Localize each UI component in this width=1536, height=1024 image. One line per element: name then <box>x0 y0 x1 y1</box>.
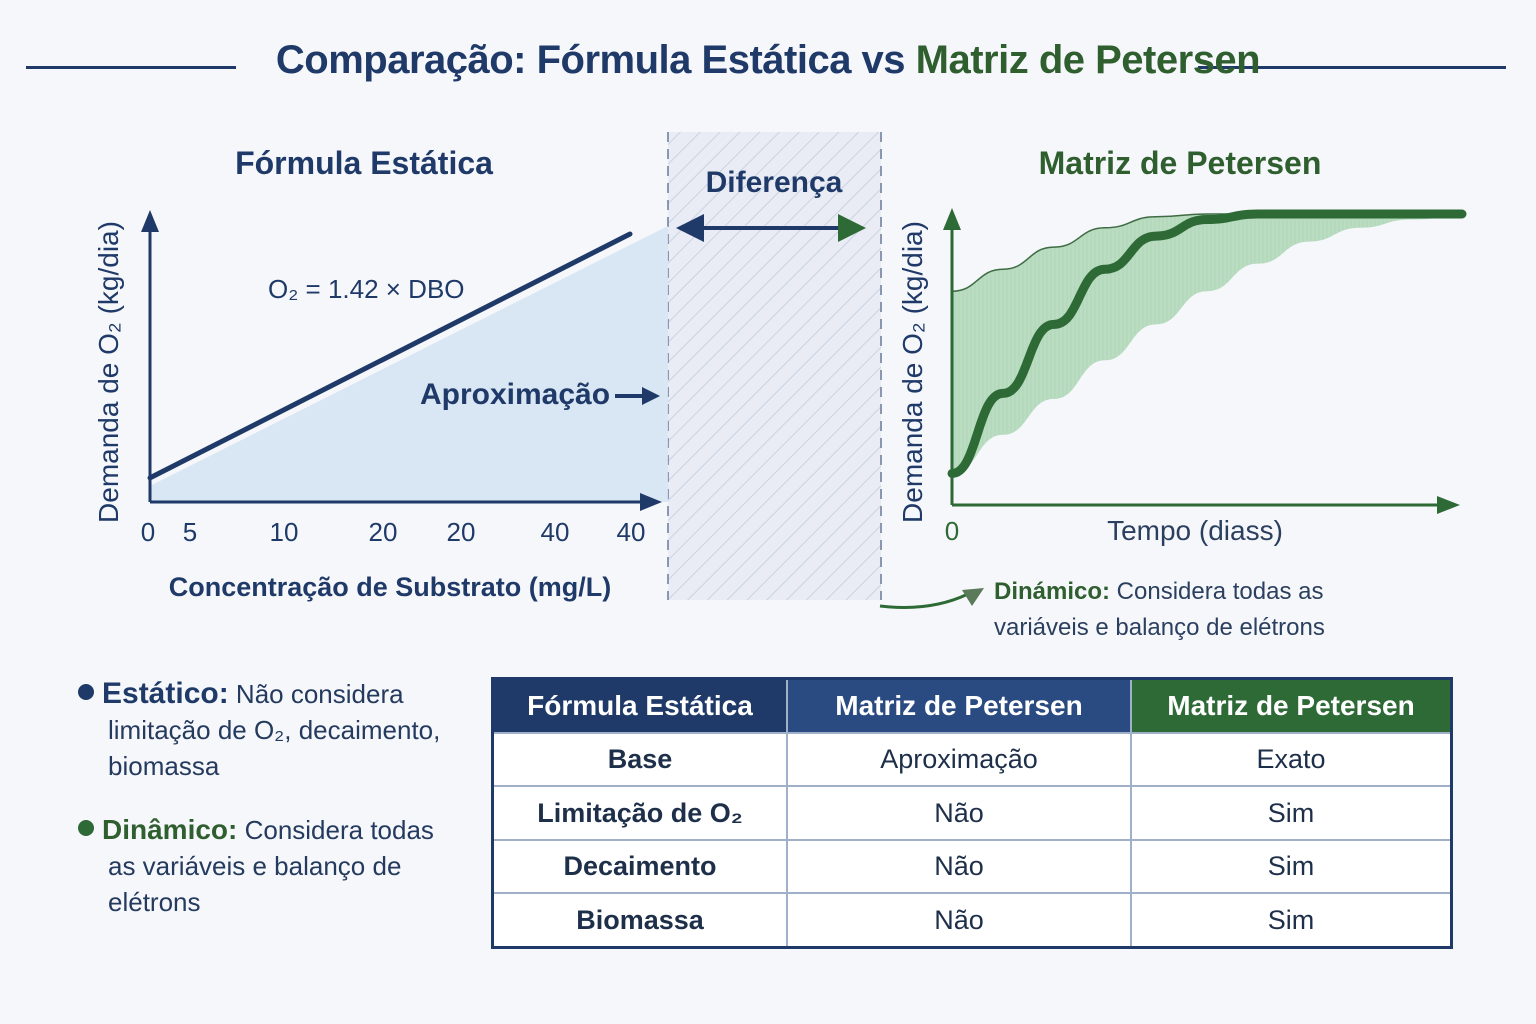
left-y-axis-label: Demanda de O₂ (kg/dia) <box>93 221 124 523</box>
table-cell: Sim <box>1131 838 1453 894</box>
bullet-dynamic-icon <box>78 820 94 836</box>
table-cell: Limitação de O₂ <box>492 785 788 840</box>
note-dynamic-text2: as variáveis e balanço de elétrons <box>108 851 402 917</box>
table-row: Limitação de O₂ Não Sim <box>492 785 1453 840</box>
left-x-tick-label: 5 <box>183 517 197 547</box>
left-y-axis-arrow <box>141 210 159 232</box>
right-x-tick-labels: 0 <box>945 516 959 546</box>
left-x-tick-label: 20 <box>447 517 476 547</box>
note-static-text3: biomassa <box>108 751 220 781</box>
page-title-row: Comparação: Fórmula Estática vs Matriz d… <box>0 30 1536 90</box>
right-y-axis-arrow <box>943 208 961 230</box>
callout-dynamic-line2: variáveis e balanço de elétrons <box>994 614 1325 641</box>
note-dynamic-text1: Considera todas <box>237 815 434 845</box>
difference-arrow-left-head <box>676 214 704 242</box>
right-series-line <box>947 209 1467 478</box>
left-chart-title: Fórmula Estática <box>235 145 493 181</box>
left-x-axis-label: Concentração de Substrato (mg/L) <box>169 572 612 602</box>
table-cell: Não <box>787 838 1132 894</box>
table-header-2: Matriz de Petersen <box>787 678 1132 733</box>
table-cell: Sim <box>1131 892 1453 948</box>
difference-arrow-right-head <box>838 214 866 242</box>
left-equation-label: O₂ = 1.42 × DBO <box>268 274 465 304</box>
left-x-tick-labels: 0 5 10 20 20 40 40 <box>141 517 646 547</box>
table-cell: Sim <box>1131 785 1453 840</box>
table-cell: Exato <box>1131 731 1453 787</box>
right-x-axis-label: Tempo (diass) <box>1107 515 1283 546</box>
table-cell: Não <box>787 892 1132 948</box>
right-band-hatch <box>952 214 1462 474</box>
table-row: Decaimento Não Sim <box>492 838 1453 894</box>
table-cell: Base <box>492 731 788 787</box>
right-x-axis-arrow <box>1437 496 1460 514</box>
note-static-text2: limitação de O₂, decaimento, <box>108 715 441 745</box>
callout-dynamic: Dinámico: Considera todas as variáveis e… <box>994 574 1514 646</box>
callout-dynamic-line1: Considera todas as <box>1110 578 1324 605</box>
title-rule-left <box>26 66 236 69</box>
comparison-table: Fórmula Estática Matriz de Petersen Matr… <box>491 677 1453 949</box>
callout-arrow-head <box>962 588 984 606</box>
page-title-part2: Matriz de Petersen <box>915 38 1261 82</box>
table-header-3: Matriz de Petersen <box>1131 678 1453 733</box>
right-chart-title: Matriz de Petersen <box>1039 145 1322 181</box>
charts-svg: Diferença Fórmula Estática O₂ = 1.42 × D… <box>93 132 1467 609</box>
table-cell: Decaimento <box>492 838 788 894</box>
left-series-line <box>147 231 633 481</box>
left-x-tick-label: 10 <box>270 517 299 547</box>
table-cell: Não <box>787 785 1132 840</box>
table-cell: Biomassa <box>492 892 788 948</box>
left-annotation-label: Aproximação <box>420 378 610 411</box>
title-rule-right <box>1198 66 1506 69</box>
left-annotation-arrow-head <box>642 387 660 405</box>
right-x-tick-label: 0 <box>945 516 959 546</box>
note-static: Estático: Não considera limitação de O₂,… <box>78 676 478 784</box>
page-title: Comparação: Fórmula Estática vs Matriz d… <box>0 38 1536 83</box>
left-x-tick-label: 0 <box>141 517 155 547</box>
difference-label: Diferença <box>706 166 843 199</box>
table-row: Base Aproximação Exato <box>492 731 1453 787</box>
difference-hatch <box>668 132 881 600</box>
left-x-tick-label: 40 <box>617 517 646 547</box>
left-area-fill <box>150 226 668 502</box>
note-dynamic: Dinâmico: Considera todas as variáveis e… <box>78 812 498 920</box>
table-header-1: Fórmula Estática <box>492 678 788 733</box>
left-x-tick-label: 20 <box>369 517 398 547</box>
table-header-row: Fórmula Estática Matriz de Petersen Matr… <box>492 678 1453 733</box>
callout-dynamic-bold: Dinámico: <box>994 578 1111 605</box>
right-y-axis-label: Demanda de O₂ (kg/dia) <box>897 221 928 523</box>
table-row: Biomassa Não Sim <box>492 892 1453 948</box>
callout-arrow-shaft <box>879 592 969 609</box>
left-x-tick-label: 40 <box>541 517 570 547</box>
bullet-static-icon <box>78 684 94 700</box>
note-static-text1: Não considera <box>228 679 404 709</box>
table-cell: Aproximação <box>787 731 1132 787</box>
note-dynamic-bold: Dinâmico: <box>102 814 238 845</box>
left-x-axis-arrow <box>640 493 662 511</box>
page-title-part1: Comparação: Fórmula Estática vs <box>275 38 916 82</box>
note-static-bold: Estático: <box>102 677 229 710</box>
